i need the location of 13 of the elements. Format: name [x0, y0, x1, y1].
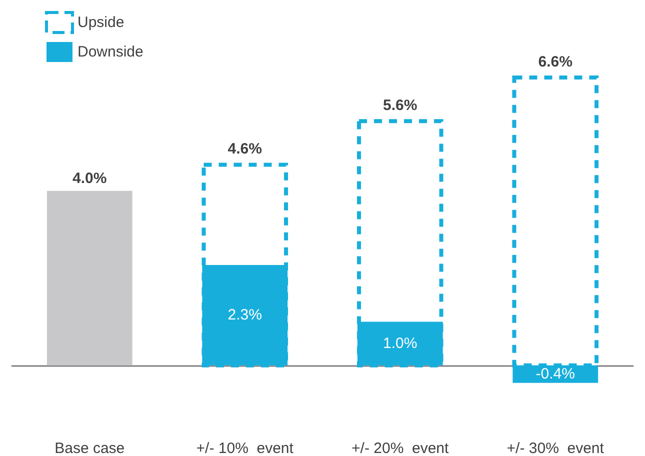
data-label: 4.0%: [72, 170, 107, 187]
data-label: 5.6%: [383, 97, 418, 114]
data-label: -0.4%: [536, 366, 575, 383]
x-tick-label: +/- 30% event: [506, 440, 605, 456]
x-tick-label: +/- 20% event: [352, 440, 450, 456]
x-tick-label: Base case: [54, 440, 125, 456]
data-label: 2.3%: [228, 306, 262, 324]
data-label: 1.0%: [383, 335, 418, 352]
legend-label: Upside: [78, 14, 124, 31]
data-label: 4.6%: [228, 140, 262, 158]
legend-label: Downside: [78, 44, 144, 60]
x-tick-label: +/- 10% event: [196, 440, 294, 456]
data-label: 6.6%: [538, 53, 572, 70]
